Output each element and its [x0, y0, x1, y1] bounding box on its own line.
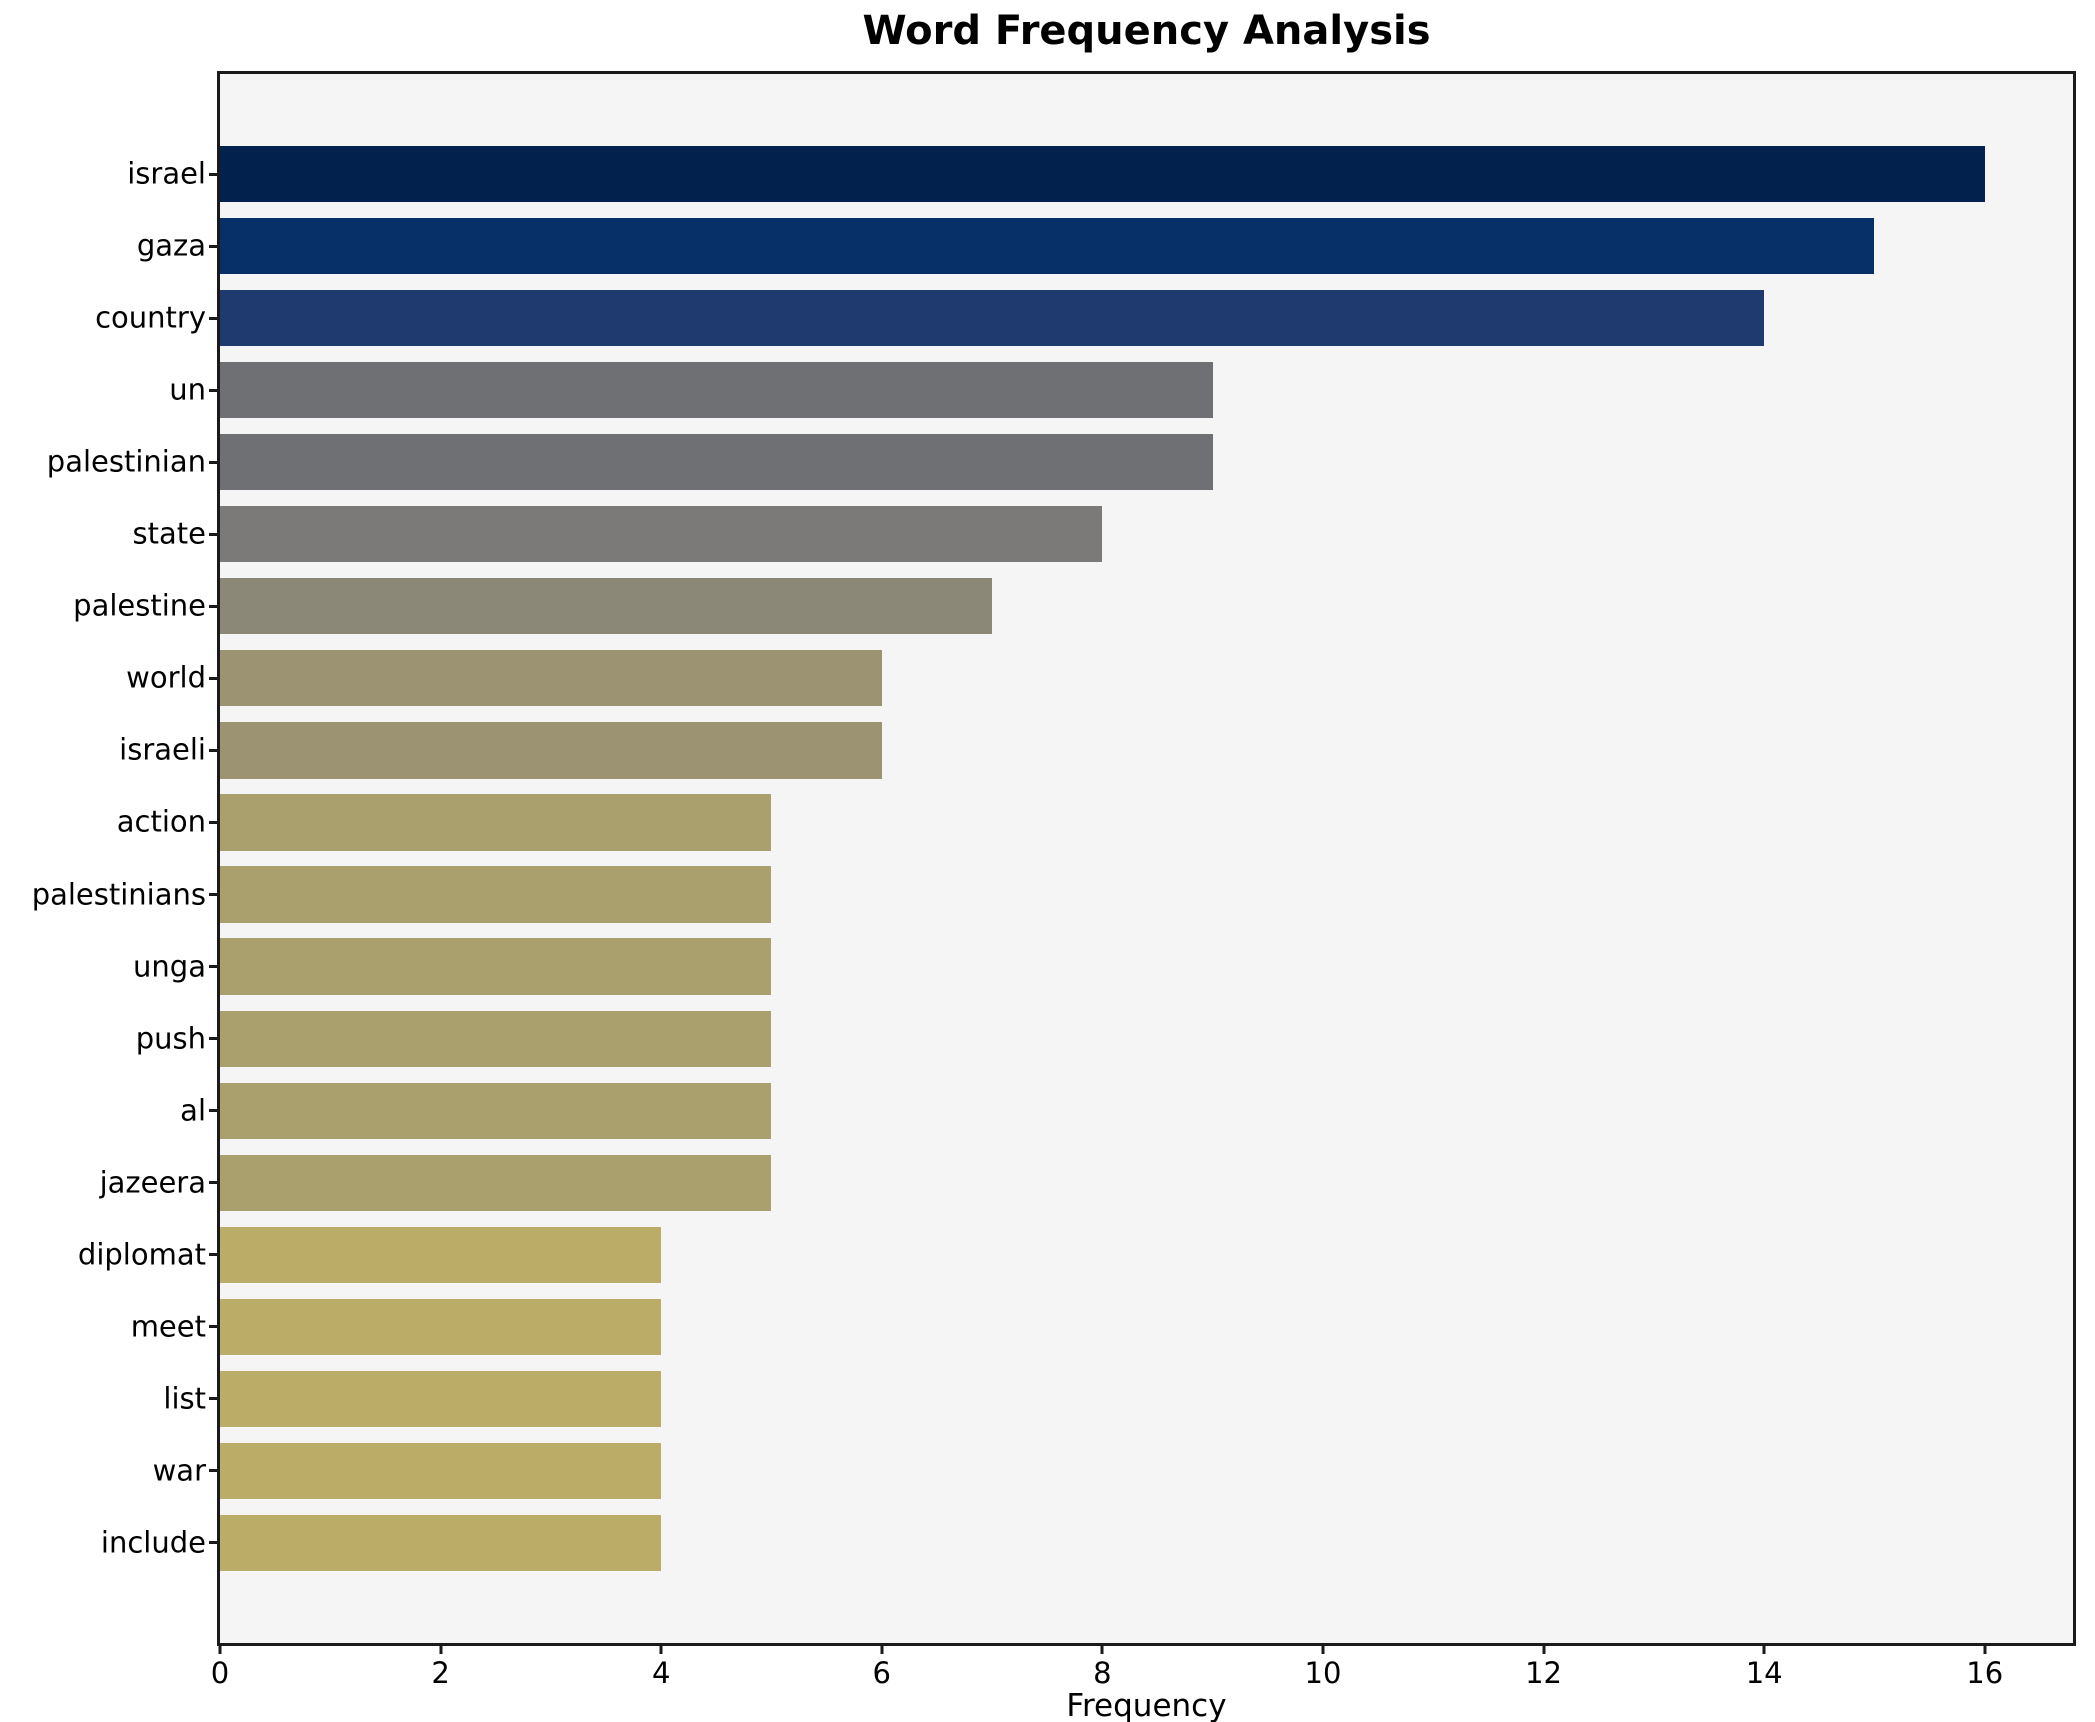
bar: [220, 1298, 662, 1355]
x-tick: [659, 1643, 663, 1654]
y-tick: [209, 532, 217, 536]
x-tick-label: 10: [1304, 1656, 1342, 1690]
bar: [220, 434, 1213, 491]
y-axis-label: list: [163, 1381, 206, 1416]
x-axis-label: Frequency: [1066, 1688, 1227, 1722]
y-axis-label: palestinians: [31, 877, 206, 912]
bar: [220, 290, 1765, 347]
bar: [220, 650, 882, 707]
y-tick: [209, 316, 217, 320]
y-axis-label: include: [100, 1525, 206, 1560]
y-axis-label: diplomat: [77, 1237, 206, 1272]
y-axis-label: war: [152, 1453, 206, 1488]
bar: [220, 1442, 662, 1499]
bar: [220, 1082, 772, 1139]
x-tick: [880, 1643, 884, 1654]
y-tick: [209, 1397, 217, 1401]
bar: [220, 1154, 772, 1211]
y-axis-label: gaza: [136, 228, 206, 263]
x-tick: [1542, 1643, 1546, 1654]
x-tick: [439, 1643, 443, 1654]
y-tick: [209, 1181, 217, 1185]
y-axis-label: jazeera: [99, 1165, 206, 1200]
x-tick-label: 12: [1525, 1656, 1563, 1690]
y-tick: [209, 1109, 217, 1113]
y-axis-label: meet: [130, 1309, 206, 1344]
bar: [220, 938, 772, 995]
bar: [220, 506, 1103, 563]
y-tick: [209, 1037, 217, 1041]
chart-title: Word Frequency Analysis: [862, 8, 1431, 54]
y-axis-label: world: [126, 660, 206, 695]
y-axis-label: country: [95, 300, 206, 335]
bar: [220, 722, 882, 779]
bar: [220, 1226, 662, 1283]
bar: [220, 1514, 662, 1571]
y-tick: [209, 388, 217, 392]
x-tick: [1983, 1643, 1987, 1654]
y-tick: [209, 172, 217, 176]
y-axis-label: action: [116, 804, 206, 839]
bar: [220, 146, 1985, 203]
y-tick: [209, 244, 217, 248]
x-tick-label: 8: [1093, 1656, 1112, 1690]
y-axis-label: palestine: [73, 588, 206, 623]
y-axis-label: israel: [127, 156, 206, 191]
x-tick: [1762, 1643, 1766, 1654]
bar: [220, 794, 772, 851]
x-tick-label: 2: [431, 1656, 450, 1690]
y-tick: [209, 676, 217, 680]
plot-area: israel gaza country un palestinian state pales…: [32, 71, 2076, 1688]
bar: [220, 218, 1875, 275]
y-tick: [209, 820, 217, 824]
x-tick-label: 6: [872, 1656, 892, 1690]
y-tick: [209, 965, 217, 969]
bar: [220, 362, 1213, 419]
x-tick-label: 4: [651, 1656, 671, 1690]
x-tick: [218, 1643, 222, 1654]
y-tick: [209, 893, 217, 897]
x-tick-label: 0: [210, 1656, 230, 1690]
y-axis-label: unga: [133, 949, 206, 984]
y-axis-label: un: [169, 372, 206, 407]
y-tick: [209, 460, 217, 464]
y-axis-label: push: [135, 1021, 206, 1056]
y-axis-label: state: [132, 516, 206, 551]
bar: [220, 866, 772, 923]
y-tick: [209, 748, 217, 752]
y-axis-label: al: [180, 1093, 206, 1128]
x-tick: [1321, 1643, 1325, 1654]
x-tick-label: 14: [1745, 1656, 1783, 1690]
y-tick: [209, 1541, 217, 1545]
y-axis-label: israeli: [119, 732, 206, 767]
bar: [220, 1010, 772, 1067]
y-tick: [209, 1253, 217, 1257]
x-tick: [1100, 1643, 1104, 1654]
bar: [220, 1370, 662, 1427]
y-tick: [209, 1469, 217, 1473]
bar: [220, 578, 993, 635]
y-tick: [209, 604, 217, 608]
y-tick: [209, 1325, 217, 1329]
y-axis-label: palestinian: [46, 444, 206, 479]
x-tick-label: 16: [1966, 1656, 2004, 1690]
